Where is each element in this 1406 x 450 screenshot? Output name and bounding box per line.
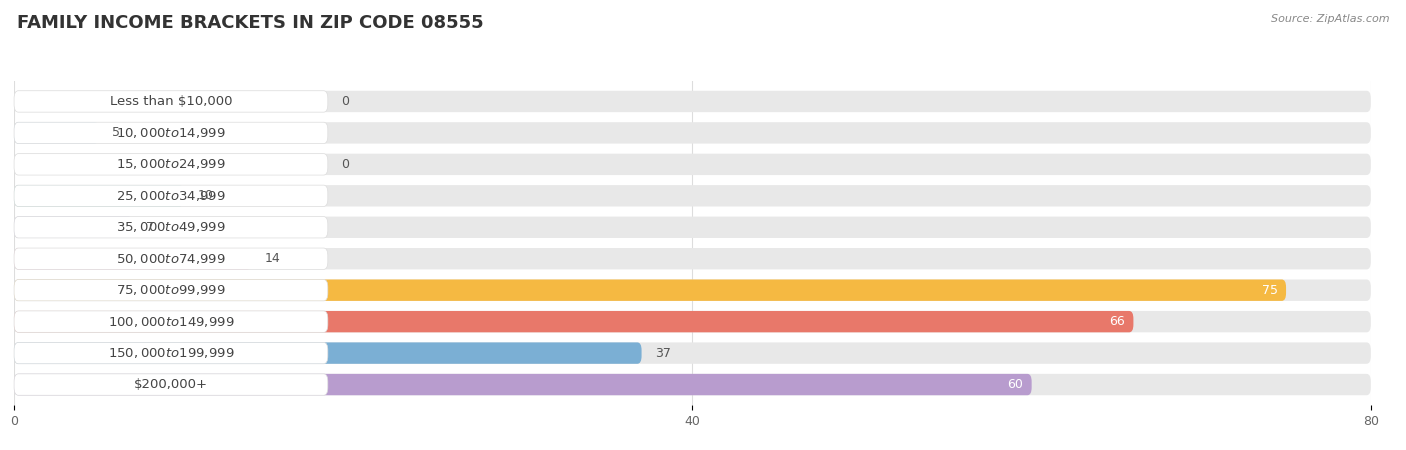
Text: $10,000 to $14,999: $10,000 to $14,999 [117,126,226,140]
FancyBboxPatch shape [14,153,328,175]
FancyBboxPatch shape [14,248,1371,270]
FancyBboxPatch shape [14,153,1371,175]
FancyBboxPatch shape [14,279,1371,301]
FancyBboxPatch shape [14,91,328,112]
FancyBboxPatch shape [14,185,1371,207]
Text: 0: 0 [342,95,349,108]
FancyBboxPatch shape [14,279,328,301]
Text: Source: ZipAtlas.com: Source: ZipAtlas.com [1271,14,1389,23]
FancyBboxPatch shape [14,248,328,270]
Text: 60: 60 [1007,378,1024,391]
Text: 7: 7 [146,221,155,234]
FancyBboxPatch shape [14,122,98,144]
FancyBboxPatch shape [14,342,641,364]
Text: $200,000+: $200,000+ [134,378,208,391]
Text: FAMILY INCOME BRACKETS IN ZIP CODE 08555: FAMILY INCOME BRACKETS IN ZIP CODE 08555 [17,14,484,32]
FancyBboxPatch shape [14,216,1371,238]
FancyBboxPatch shape [14,122,328,144]
FancyBboxPatch shape [14,248,252,270]
Text: $100,000 to $149,999: $100,000 to $149,999 [108,315,235,328]
Text: 66: 66 [1109,315,1125,328]
FancyBboxPatch shape [14,342,328,364]
FancyBboxPatch shape [14,185,184,207]
FancyBboxPatch shape [14,374,328,395]
Text: 75: 75 [1261,284,1278,297]
Text: 5: 5 [112,126,121,140]
Text: $75,000 to $99,999: $75,000 to $99,999 [117,283,226,297]
FancyBboxPatch shape [14,216,132,238]
FancyBboxPatch shape [14,342,1371,364]
FancyBboxPatch shape [14,311,1371,333]
Text: 10: 10 [197,189,214,202]
Text: $25,000 to $34,999: $25,000 to $34,999 [117,189,226,203]
FancyBboxPatch shape [14,311,328,333]
FancyBboxPatch shape [14,185,328,207]
FancyBboxPatch shape [14,216,328,238]
FancyBboxPatch shape [14,279,1286,301]
FancyBboxPatch shape [14,374,1371,395]
Text: 14: 14 [266,252,281,265]
Text: 37: 37 [655,346,671,360]
Text: 0: 0 [342,158,349,171]
Text: $15,000 to $24,999: $15,000 to $24,999 [117,158,226,171]
FancyBboxPatch shape [14,91,1371,112]
Text: Less than $10,000: Less than $10,000 [110,95,232,108]
FancyBboxPatch shape [14,311,1133,333]
Text: $150,000 to $199,999: $150,000 to $199,999 [108,346,235,360]
FancyBboxPatch shape [14,122,1371,144]
Text: $35,000 to $49,999: $35,000 to $49,999 [117,220,226,234]
FancyBboxPatch shape [14,374,1032,395]
Text: $50,000 to $74,999: $50,000 to $74,999 [117,252,226,266]
